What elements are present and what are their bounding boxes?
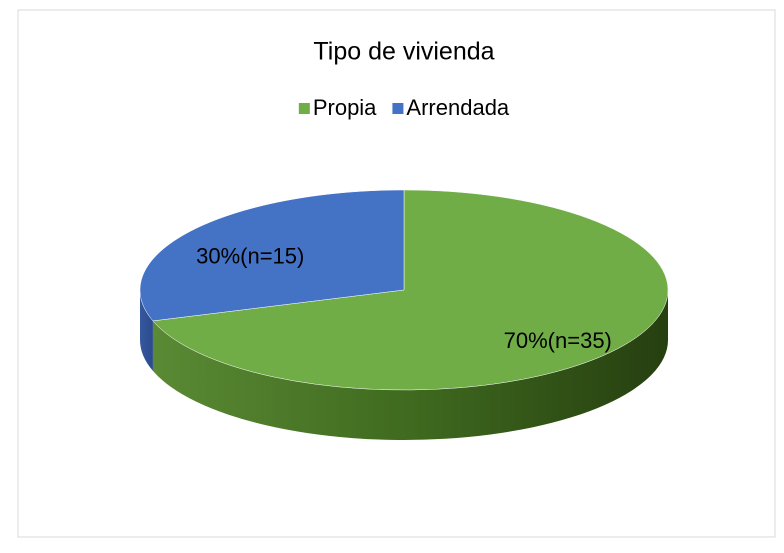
pie-slice	[152, 189, 669, 391]
data-label: 30%(n=15)	[196, 243, 304, 268]
legend-swatch	[298, 103, 310, 114]
pie-slice	[139, 189, 405, 322]
data-label: 70%(n=35)	[504, 328, 612, 353]
pie-side	[140, 290, 153, 371]
pie-side	[152, 290, 668, 440]
chart-title: Tipo de vivienda	[313, 38, 494, 66]
legend: Propia Arrendada	[298, 95, 510, 120]
legend-label: Arrendada	[406, 95, 510, 120]
legend-swatch	[392, 103, 404, 114]
legend-label: Propia	[313, 95, 377, 120]
pie: 70%(n=35) 30%(n=15)	[139, 189, 669, 440]
